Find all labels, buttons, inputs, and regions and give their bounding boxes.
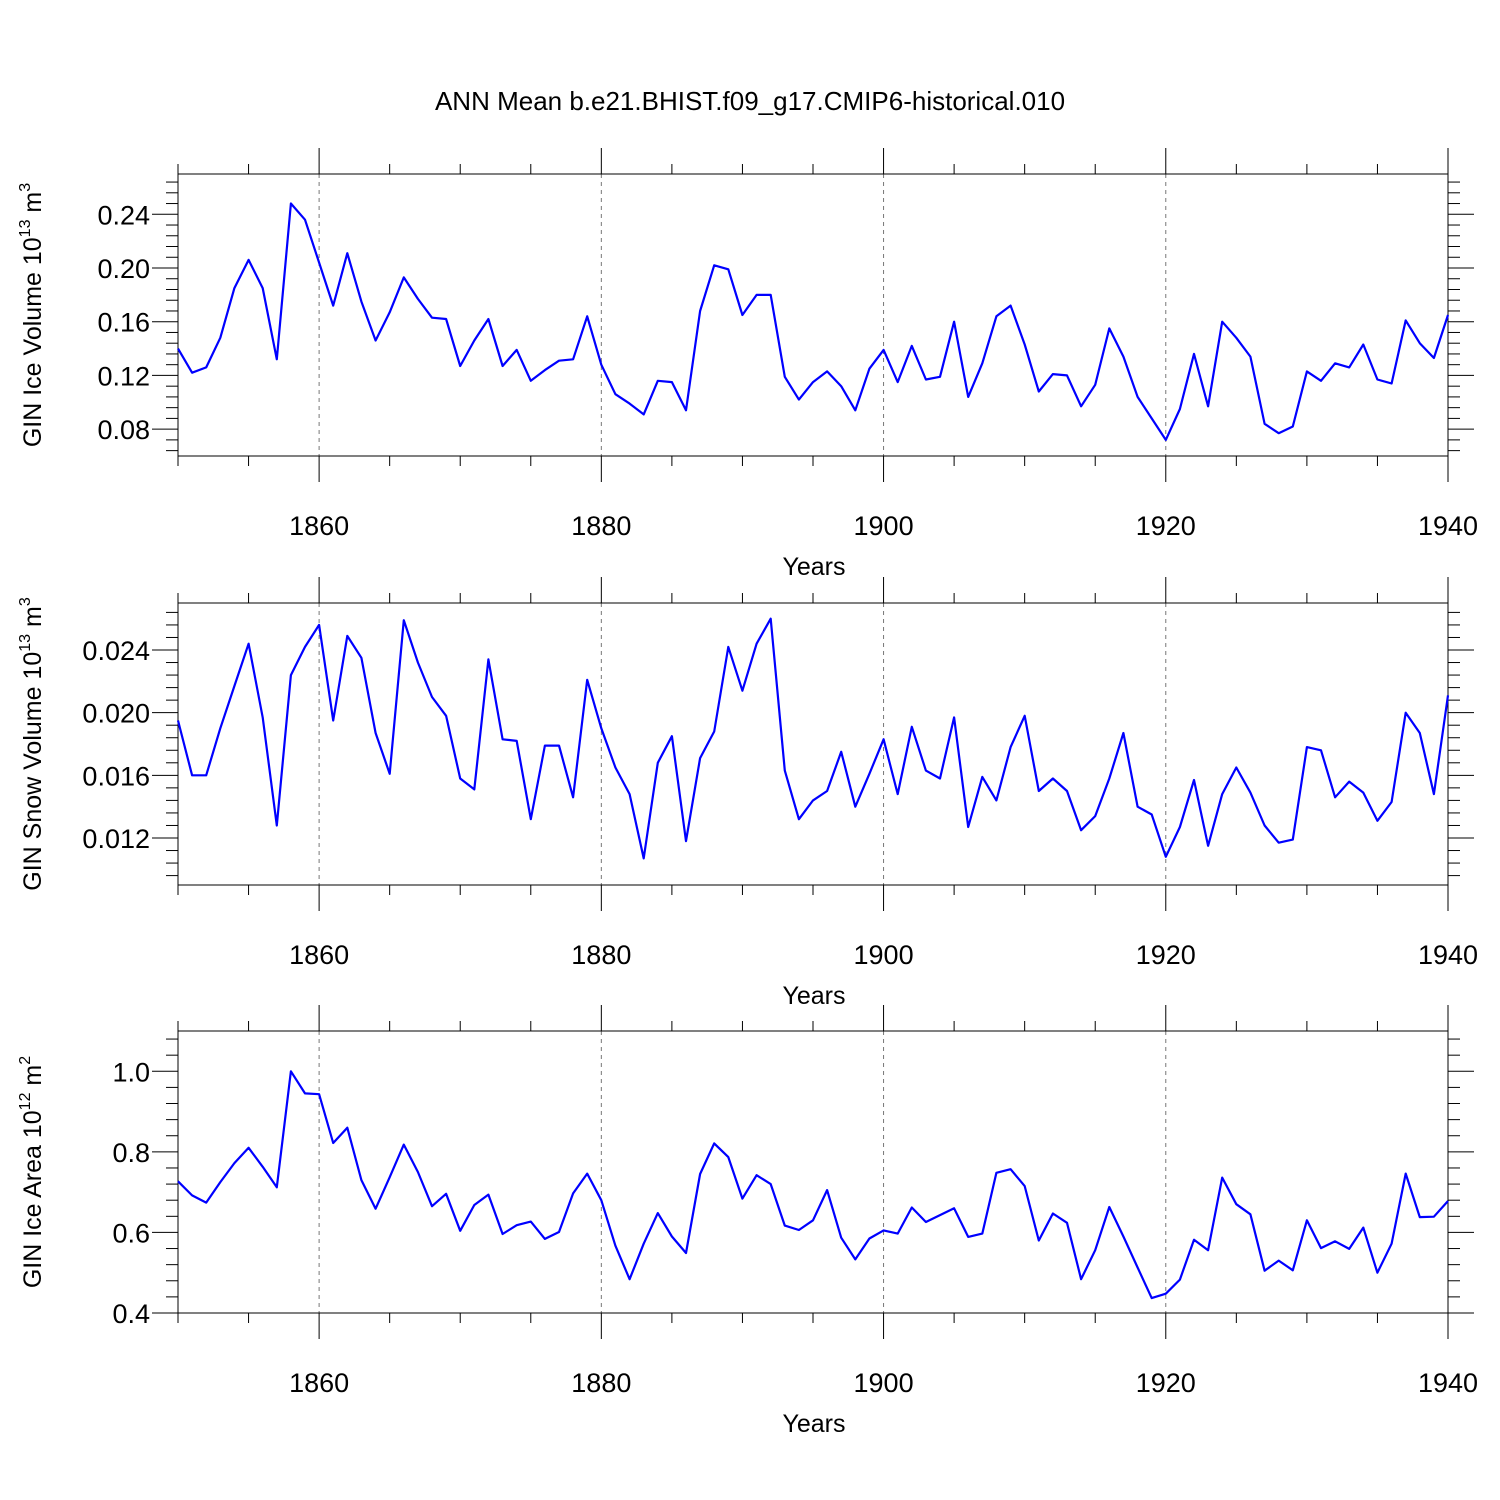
y-axis-label: GIN Snow Volume 1013 m3 [17, 597, 47, 891]
x-tick-label: 1880 [571, 940, 631, 970]
y-tick-label: 0.12 [97, 361, 150, 391]
y-axis-label: GIN Ice Area 1012 m2 [17, 1056, 47, 1288]
panel-1: 0.08 0.12 0.16 0.20 0.24 1860 1880 1900 1920 1940… [17, 148, 1478, 581]
y-axis-label-unit: m [19, 606, 47, 634]
x-tick-label: 1900 [854, 511, 914, 541]
y-tick-label: 0.16 [97, 308, 150, 338]
series-line [177, 202, 1450, 441]
panel-3: 0.4 0.6 0.8 1.0 1860 1880 1900 1920 1940 Years GIN… [17, 1005, 1478, 1438]
x-tick-label: 1860 [289, 1368, 349, 1398]
y-tick-label: 0.016 [82, 761, 150, 791]
x-tick-label: 1940 [1418, 511, 1478, 541]
y-tick-label: 0.20 [97, 254, 150, 284]
panel-2: 0.012 0.016 0.020 0.024 1860 1880 1900 1920 1940… [17, 577, 1478, 1010]
x-tick-label: 1880 [571, 1368, 631, 1398]
y-tick-label: 0.08 [97, 415, 150, 445]
plot-frame [177, 602, 1449, 886]
y-axis-label-unit-exponent: 3 [17, 597, 34, 606]
y-axis-label-unit: m [19, 1065, 47, 1093]
y-tick-label: 0.24 [97, 200, 150, 230]
x-axis-label: Years [782, 982, 845, 1010]
x-tick-label: 1860 [289, 511, 349, 541]
y-axis-label-text: GIN Ice Volume 10 [19, 237, 47, 447]
x-tick-label: 1920 [1136, 511, 1196, 541]
y-tick-label: 0.6 [112, 1218, 150, 1248]
y-axis-label-unit-exponent: 2 [17, 1056, 34, 1065]
y-tick-label: 0.024 [82, 636, 150, 666]
y-tick-label: 1.0 [112, 1057, 150, 1087]
x-tick-label: 1940 [1418, 940, 1478, 970]
y-axis-label-exponent: 13 [17, 219, 34, 237]
y-axis-label-text: GIN Ice Area 10 [19, 1110, 47, 1288]
chart-title: ANN Mean b.e21.BHIST.f09_g17.CMIP6-histo… [435, 86, 1065, 116]
y-axis-label-unit-exponent: 3 [17, 183, 34, 192]
y-axis-label: GIN Ice Volume 1013 m3 [17, 183, 47, 447]
x-axis-label: Years [782, 553, 845, 581]
x-tick-label: 1920 [1136, 1368, 1196, 1398]
y-axis-label-exponent: 13 [17, 634, 34, 652]
y-tick-label: 0.012 [82, 824, 150, 854]
y-tick-label: 0.020 [82, 699, 150, 729]
y-axis-label-text: GIN Snow Volume 10 [19, 652, 47, 891]
x-tick-label: 1940 [1418, 1368, 1478, 1398]
y-tick-label: 0.4 [112, 1299, 150, 1329]
x-tick-label: 1920 [1136, 940, 1196, 970]
x-tick-label: 1900 [854, 940, 914, 970]
series-line [177, 1070, 1449, 1300]
series-line [176, 617, 1450, 860]
plot-frame [177, 173, 1449, 457]
y-axis-label-unit: m [19, 192, 47, 220]
x-tick-label: 1860 [289, 940, 349, 970]
plot-frame [177, 1030, 1449, 1314]
y-axis-label-exponent: 12 [17, 1092, 34, 1110]
x-tick-label: 1880 [571, 511, 631, 541]
x-tick-label: 1900 [854, 1368, 914, 1398]
x-axis-label: Years [782, 1410, 845, 1438]
y-tick-label: 0.8 [112, 1138, 150, 1168]
